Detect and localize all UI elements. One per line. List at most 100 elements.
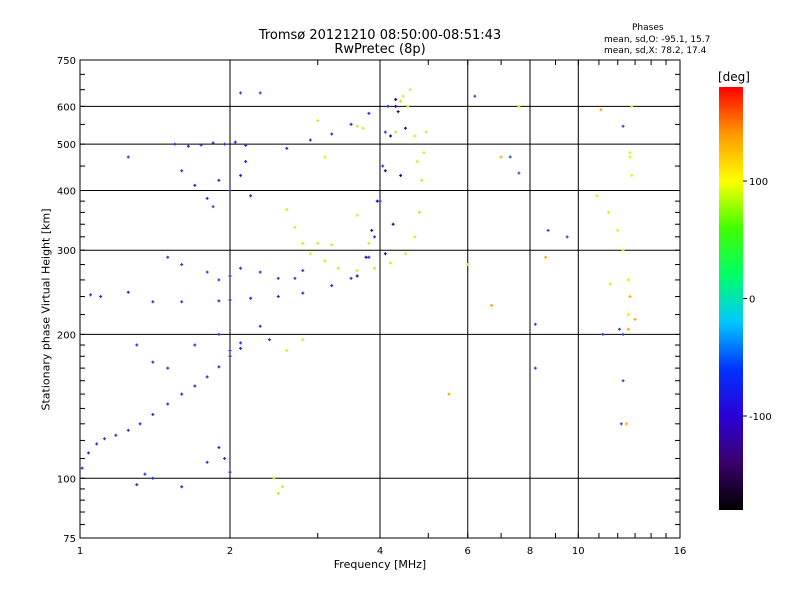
data-point [533,322,537,326]
series-noise-13 [135,445,232,489]
data-point [239,91,243,95]
data-point [86,451,90,455]
data-point [364,255,368,259]
data-point [316,241,320,245]
data-point [417,210,421,214]
data-point [375,199,379,203]
data-point [422,151,426,155]
data-point [355,213,359,217]
data-point [508,155,512,159]
data-point [626,313,630,317]
data-point [301,241,305,245]
data-point [546,228,550,232]
data-point [424,130,428,134]
series-noise-10 [126,91,625,426]
x-tick-label: 6 [465,546,471,557]
data-point [151,476,155,480]
y-tick-label: 75 [63,534,76,545]
series-x-9 [401,88,419,163]
x-tick-label: 16 [674,546,687,557]
data-point [625,422,629,426]
data-point [383,169,387,173]
data-point [180,169,184,173]
data-point [383,130,387,134]
data-point [361,126,365,130]
data-point [211,141,215,145]
data-point [267,338,271,342]
data-point [626,327,630,331]
data-point [630,104,634,108]
data-point [228,470,232,474]
data-point [415,159,419,163]
data-point [330,132,334,136]
series-x-5 [285,130,428,273]
data-point [628,151,632,155]
data-point [272,476,276,480]
data-point [544,255,548,259]
data-point [323,155,327,159]
data-point [618,327,622,331]
stats-o-mode: mean, sd,O: -95.1, 15.7 [604,35,711,45]
data-point [138,422,142,426]
data-point [601,332,605,336]
y-tick-label: 750 [57,56,76,67]
data-point [249,296,253,300]
data-point [217,445,221,449]
series-o-3 [180,159,253,200]
x-tick-label: 2 [227,546,233,557]
data-point [517,171,521,175]
data-point [389,261,393,265]
data-point [381,164,385,168]
data-point [413,134,417,138]
data-point [151,360,155,364]
data-point [126,290,130,294]
data-point [258,91,262,95]
data-point [403,252,407,256]
data-point [396,110,400,114]
data-point [228,354,232,358]
data-point [499,155,503,159]
data-point [621,248,625,252]
data-point [217,178,221,182]
data-point [630,173,634,177]
data-point [244,159,248,163]
data-point [293,276,297,280]
series-noise-14 [272,99,403,495]
colorbar-tick-label: 100 [749,177,768,188]
data-point [308,138,312,142]
data-point [301,269,305,273]
data-point [447,392,451,396]
data-point [205,196,209,200]
colorbar-label: [deg] [718,70,750,84]
data-point [621,124,625,128]
data-point [126,155,130,159]
data-point [239,346,243,350]
data-point [599,108,603,112]
data-point [114,433,118,437]
series-noise-11 [447,108,637,426]
data-point [408,88,412,92]
series-x-7 [316,213,371,247]
stats-x-mode: mean, sd,X: 78.2, 17.4 [604,46,707,56]
data-point [180,300,184,304]
data-point [239,266,243,270]
x-tick-label: 10 [572,546,585,557]
chart-subtitle: RwPretec (8p) [334,42,426,57]
data-point [228,298,232,302]
data-point [80,466,84,470]
y-tick-label: 200 [57,330,76,341]
data-point [316,119,320,123]
data-point [193,183,197,187]
data-point [370,228,374,232]
series-o-8 [355,98,407,278]
data-point [239,341,243,345]
data-point [330,243,334,247]
data-point [633,317,637,321]
data-point [276,295,280,299]
data-point [349,276,353,280]
x-tick-label: 4 [377,546,383,557]
y-tick-label: 600 [57,102,76,113]
x-tick-label: 1 [77,546,83,557]
data-point [355,274,359,278]
data-point [228,274,232,278]
